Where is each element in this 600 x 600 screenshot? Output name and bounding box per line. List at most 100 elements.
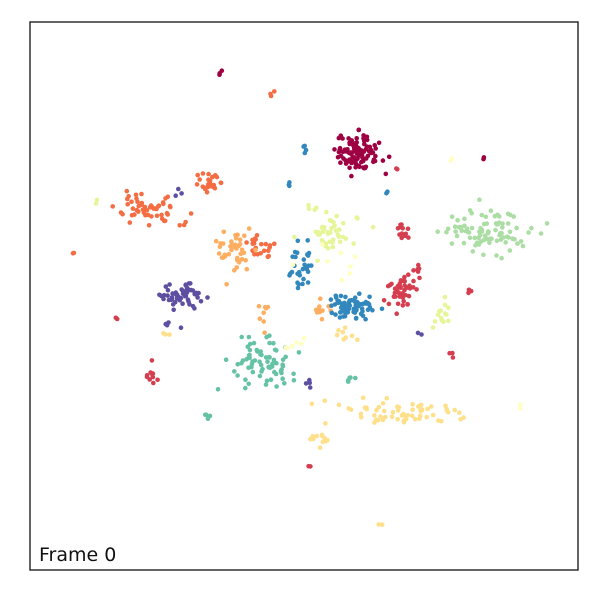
scatter-point-c18-4 <box>205 416 211 422</box>
scatter-point-c4-8 <box>206 171 211 177</box>
scatter-point-c12-1 <box>306 203 311 208</box>
scatter-point-c11-43 <box>319 238 325 243</box>
scatter-point-c13-2 <box>442 294 448 300</box>
scatter-point-c29-28 <box>414 287 419 292</box>
scatter-point-c38-55 <box>380 401 386 406</box>
scatter-point-c38-41 <box>403 416 409 422</box>
scatter-point-c29-36 <box>395 301 401 307</box>
scatter-point-c29-44 <box>395 283 401 289</box>
scatter-point-c13-3 <box>446 318 451 324</box>
scatter-point-c14-0 <box>94 197 100 203</box>
scatter-point-c8-2 <box>253 247 258 253</box>
scatter-point-c29-29 <box>401 299 407 304</box>
scatter-point-c38-40 <box>358 411 364 417</box>
scatter-point-c19-48 <box>332 302 338 307</box>
scatter-point-c16-45 <box>239 360 244 366</box>
scatter-point-c24-47 <box>187 302 192 307</box>
scatter-point-c15-50 <box>514 225 519 231</box>
scatter-point-c20-23 <box>305 238 311 243</box>
scatter-point-c11-23 <box>325 229 331 235</box>
scatter-point-c15-34 <box>505 221 511 226</box>
scatter-point-c11-35 <box>332 223 337 228</box>
scatter-point-c38-34 <box>413 416 418 422</box>
scatter-point-c38-47 <box>458 417 463 422</box>
scatter-point-c15-88 <box>494 253 499 258</box>
scatter-point-c8-34 <box>242 233 247 238</box>
scatter-point-c38-9 <box>336 402 342 408</box>
scatter-point-c19-15 <box>338 293 344 299</box>
scatter-point-c5-4 <box>255 252 260 257</box>
scatter-point-c15-59 <box>467 208 473 213</box>
scatter-point-c0-105 <box>347 141 353 147</box>
scatter-point-c30-11 <box>406 235 411 240</box>
scatter-point-c32-7 <box>147 377 152 382</box>
scatter-point-c38-60 <box>375 418 381 423</box>
scatter-point-c15-23 <box>469 225 475 231</box>
scatter-point-c11-32 <box>333 228 339 233</box>
scatter-point-c8-23 <box>226 251 232 257</box>
scatter-point-c15-86 <box>518 239 524 244</box>
scatter-point-c15-6 <box>511 214 516 219</box>
scatter-point-c19-2 <box>367 294 372 300</box>
scatter-point-c16-53 <box>258 352 263 357</box>
scatter-point-c0-104 <box>342 148 348 154</box>
scatter-point-c15-43 <box>453 229 459 234</box>
scatter-point-c15-36 <box>503 240 509 245</box>
scatter-point-c10-1 <box>319 316 325 322</box>
scatter-point-c38-63 <box>381 408 387 414</box>
scatter-point-c16-67 <box>247 341 253 347</box>
scatter-point-c8-31 <box>244 266 250 272</box>
scatter-point-c16-68 <box>215 387 221 392</box>
scatter-point-c11-16 <box>336 234 342 240</box>
scatter-point-c3-30 <box>149 214 154 219</box>
scatter-point-c16-16 <box>296 350 302 355</box>
scatter-point-c3-3 <box>110 204 115 209</box>
scatter-point-c44-1 <box>449 156 454 161</box>
scatter-point-c0-107 <box>351 142 356 147</box>
scatter-point-c38-32 <box>376 404 382 410</box>
scatter-point-c24-54 <box>194 292 199 297</box>
scatter-point-c15-87 <box>515 241 520 246</box>
scatter-point-c15-41 <box>499 255 504 261</box>
scatter-point-c40-7 <box>349 333 355 339</box>
scatter-point-c38-51 <box>372 420 377 425</box>
scatter-point-c0-103 <box>343 161 349 166</box>
scatter-point-c15-53 <box>481 252 486 258</box>
scatter-point-c13-11 <box>441 319 446 325</box>
scatter-point-c3-13 <box>177 223 182 228</box>
scatter-point-c15-71 <box>473 243 478 248</box>
scatter-point-c38-10 <box>358 415 364 420</box>
scatter-point-c15-74 <box>482 233 488 239</box>
scatter-point-c0-66 <box>353 165 358 170</box>
scatter-point-c28-0 <box>419 332 424 337</box>
scatter-point-c45-4 <box>348 264 353 269</box>
scatter-point-c19-51 <box>333 293 339 299</box>
scatter-point-c43-5 <box>299 341 304 347</box>
scatter-point-c38-57 <box>389 414 395 420</box>
scatter-point-c15-17 <box>507 248 513 253</box>
scatter-point-c5-19 <box>267 243 273 248</box>
scatter-point-c19-29 <box>360 313 366 319</box>
scatter-point-c20-13 <box>287 273 292 278</box>
scatter-point-c10-5 <box>317 304 322 309</box>
scatter-point-c15-55 <box>520 243 526 249</box>
scatter-point-c41-0 <box>376 522 382 527</box>
scatter-point-c15-57 <box>504 234 510 240</box>
scatter-point-c0-84 <box>370 150 376 155</box>
scatter-point-c11-11 <box>292 234 297 240</box>
scatter-point-c15-13 <box>449 241 455 246</box>
scatter-point-c15-21 <box>454 233 460 239</box>
scatter-point-c37-1 <box>308 464 313 469</box>
scatter-point-c0-63 <box>338 153 344 159</box>
scatter-point-c16-37 <box>254 349 260 354</box>
scatter-point-c24-50 <box>161 296 166 302</box>
scatter-point-c8-39 <box>222 254 228 259</box>
scatter-point-c29-41 <box>394 311 400 317</box>
scatter-point-c15-70 <box>512 237 517 242</box>
plot-frame <box>29 21 579 571</box>
scatter-point-c8-20 <box>233 233 238 238</box>
scatter-point-c11-29 <box>330 237 336 243</box>
scatter-point-c38-16 <box>374 408 379 413</box>
scatter-point-c15-77 <box>486 229 491 235</box>
scatter-point-c3-47 <box>141 210 147 216</box>
